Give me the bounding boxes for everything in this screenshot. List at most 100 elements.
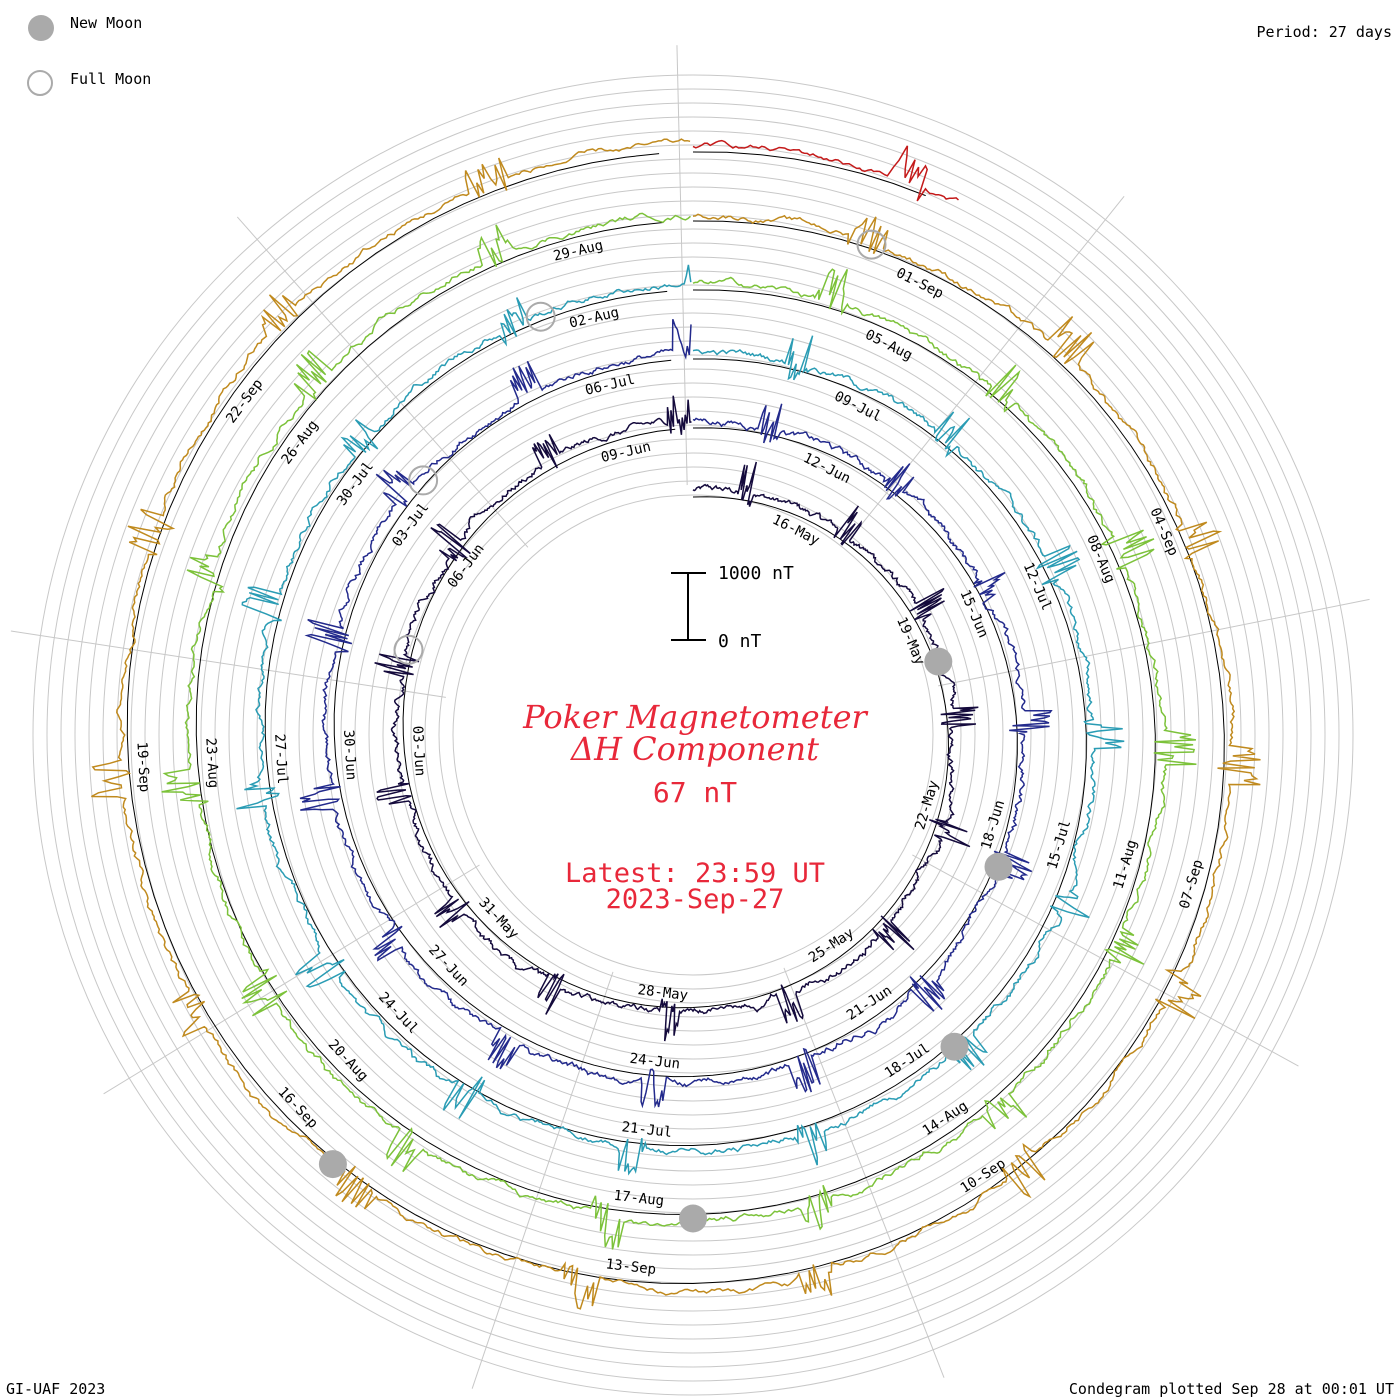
full-moon-legend-label: Full Moon [70,70,152,88]
chart-title: Poker Magnetometer [523,698,867,736]
grid-ring [88,130,1298,1340]
baseline-turn-2 [333,359,1018,1078]
new-moon-marker [318,1150,347,1179]
date-label: 30-Jun [340,729,359,780]
date-label: 06-Jul [584,372,637,399]
grid-ring [116,158,1270,1312]
date-label: 09-Jun [600,439,653,466]
date-label: 03-Jun [409,725,428,776]
grid-spoke [236,216,529,548]
baseline-turn-3 [264,290,1087,1147]
grid-ring [382,424,1004,1046]
date-label: 23-Aug [202,737,221,788]
scale-top-label: 1000 nT [718,563,794,584]
grid-ring [340,382,1046,1088]
date-label: 27-Jun [425,942,471,990]
grid-spoke [783,967,945,1378]
date-label: 08-Aug [1083,533,1118,586]
date-label: 15-Jul [1044,818,1074,871]
date-label: 19-May [893,615,928,668]
grid-ring [270,312,1116,1158]
grid-ring [424,466,962,1004]
trace-turn-6 [692,139,960,202]
footer-plotted: Condegram plotted Sep 28 at 00:01 UT [1068,1380,1394,1398]
full-moon-marker [525,301,556,332]
date-label: 03-Jul [389,500,432,550]
date-label: 09-Jul [832,388,884,425]
new-moon-legend-label: New Moon [70,14,143,32]
footer-credit: GI-UAF 2023 [6,1380,106,1398]
grid-spoke [938,598,1370,687]
grid-ring [298,340,1088,1130]
new-moon-marker [679,1204,707,1233]
date-label: 12-Jul [1020,560,1055,613]
latest-time: Latest: 23:59 UT [564,858,826,889]
period-label: Period: 27 days [1256,23,1392,41]
grid-ring [60,102,1326,1368]
new-moon-marker [984,852,1013,881]
grid-rings [32,74,1354,1396]
grid-ring [312,354,1074,1116]
new-moon-marker [924,647,953,676]
date-label: 28-May [637,982,689,1004]
trace-turn-5 [91,138,1261,1310]
grid-spoke [676,45,688,486]
latest-value: 67 nT [652,776,738,809]
full-moon-marker [408,465,439,496]
grid-ring [396,438,990,1032]
date-label: 20-Aug [325,1037,371,1085]
trace-turn-2 [299,318,1053,1109]
scale-bar [671,572,706,641]
grid-ring [130,172,1256,1298]
grid-ring [354,396,1032,1074]
date-label: 18-Jul [882,1040,933,1081]
grid-ring [438,480,948,990]
date-label: 16-May [770,512,822,549]
grid-ring [410,452,976,1018]
date-label: 05-Aug [863,327,915,364]
grid-ring [242,284,1144,1186]
grid-ring [256,298,1130,1172]
full-moon-icon [27,70,53,96]
grid-ring [32,74,1354,1396]
grid-ring [452,494,934,976]
date-label: 17-Aug [613,1188,665,1210]
scale-bottom-label: 0 nT [718,631,762,652]
grid-spoke [103,864,480,1095]
chart-subtitle: ΔH Component [570,730,820,768]
date-label: 30-Jul [334,459,377,509]
grid-ring [172,214,1214,1256]
date-label: 01-Sep [894,265,946,302]
grid-spoke [471,971,614,1389]
moon-markers [318,229,1013,1233]
full-moon-marker [393,634,424,665]
baseline-spirals [126,151,1225,1285]
grid-ring [74,116,1312,1354]
baseline-turn-1 [402,428,950,1009]
grid-ring [46,88,1340,1382]
date-label: 19-Sep [133,741,152,792]
trace-turn-3 [236,264,1125,1176]
grid-spoke [912,854,1299,1067]
new-moon-icon [28,15,54,41]
date-label: 13-Sep [605,1256,657,1278]
baseline-turn-5 [126,153,1225,1285]
date-label: 18-Jun [978,798,1008,851]
grid-ring [228,270,1158,1200]
date-label: 21-Jun [844,983,895,1024]
baseline-turn-6 [692,151,926,197]
full-moon-marker [856,229,887,260]
grid-spoke [10,630,446,698]
date-label: 27-Jul [271,733,290,784]
grid-spokes [10,45,1370,1389]
new-moon-marker [940,1032,969,1061]
date-label: 24-Jun [629,1051,681,1073]
latest-date: 2023-Sep-27 [605,884,785,915]
grid-ring [102,144,1284,1326]
trace-turn-1 [374,395,979,1042]
grid-ring [158,200,1228,1270]
baseline-turn-4 [195,222,1156,1216]
date-label: 21-Jul [621,1119,673,1141]
date-label: 07-Sep [1177,858,1207,911]
